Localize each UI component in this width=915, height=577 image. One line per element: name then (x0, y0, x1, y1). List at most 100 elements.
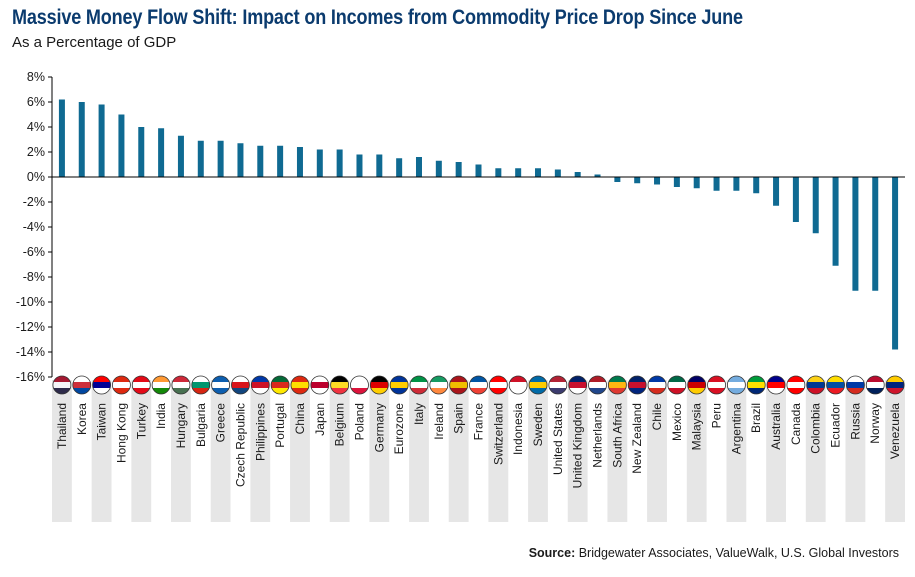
flag-icon (72, 375, 92, 395)
flag-icons (52, 375, 905, 395)
flag-stripe (886, 382, 905, 389)
flag-icon (231, 375, 250, 395)
flag-stripe (826, 376, 845, 383)
column-stripe (885, 380, 905, 522)
flag-icon (607, 375, 627, 395)
x-tick-label: Malaysia (690, 403, 704, 451)
flag-stripe (687, 376, 706, 383)
x-tick-label: Spain (452, 403, 466, 434)
source-label: Source: (528, 546, 576, 560)
bar (78, 102, 85, 177)
flag-stripe (588, 382, 607, 389)
flag-icon (191, 375, 211, 395)
flag-stripe (390, 382, 409, 389)
x-tick-label: Poland (352, 403, 366, 440)
y-tick-label: 6% (27, 95, 45, 109)
bar (356, 154, 363, 177)
flag-stripe (231, 388, 250, 394)
flag-stripe (648, 388, 667, 394)
source-text: Bridgewater Associates, ValueWalk, U.S. … (578, 546, 899, 560)
flag-stripe (390, 388, 409, 394)
x-tick-label: United Kingdom (571, 403, 585, 488)
flag-stripe (628, 376, 647, 383)
bar (138, 127, 145, 177)
bar (673, 177, 680, 187)
flag-stripe (310, 376, 329, 383)
column-stripe (448, 380, 469, 522)
bar (495, 168, 502, 177)
flag-stripe (290, 376, 309, 383)
flag-outline (270, 375, 290, 395)
flag-stripe (92, 388, 111, 394)
x-tick-label: Indonesia (511, 403, 525, 455)
flag-stripe (390, 376, 409, 383)
flag-stripe (171, 388, 190, 394)
flag-stripe (52, 388, 71, 394)
flag-icon (409, 375, 429, 395)
flag-icon (627, 375, 647, 395)
flag-stripe (191, 376, 210, 383)
flag-outline (627, 375, 647, 395)
flag-icon (786, 375, 806, 395)
flag-stripe (667, 376, 686, 383)
flag-outline (865, 375, 885, 395)
column-stripe (290, 380, 310, 522)
bar (733, 177, 740, 191)
flag-stripe (211, 382, 230, 389)
flag-icon (52, 375, 72, 395)
flag-icon (687, 375, 707, 395)
flag-icon (429, 375, 449, 395)
x-tick-label: Venezuela (888, 403, 902, 459)
flag-stripe (866, 388, 885, 394)
flag-stripe (52, 376, 71, 383)
bar (158, 128, 165, 177)
column-stripe (52, 380, 72, 522)
flag-stripe (310, 388, 329, 394)
y-tick-label: -4% (23, 220, 45, 234)
flag-icon (449, 375, 469, 395)
column-stripe (250, 380, 271, 522)
y-tick-label: -2% (23, 195, 45, 209)
flag-icon (369, 375, 389, 395)
bar (475, 164, 482, 177)
flag-stripe (330, 376, 349, 383)
bar (396, 158, 403, 177)
y-tick-label: 8% (27, 70, 45, 84)
flag-stripe (211, 388, 230, 394)
column-stripe (647, 380, 667, 522)
x-tick-label: Belgium (333, 403, 347, 446)
bar (614, 177, 621, 182)
source-note: Source: Bridgewater Associates, ValueWal… (529, 546, 899, 560)
flag-outline (766, 375, 786, 395)
x-tick-label: Eurozone (392, 403, 406, 455)
flag-outline (409, 375, 429, 395)
flag-stripe (429, 388, 448, 394)
flag-outline (310, 375, 330, 395)
flag-stripe (152, 388, 171, 394)
bar (753, 177, 760, 194)
flag-outline (52, 375, 72, 395)
bar (197, 140, 204, 177)
flag-stripe (469, 376, 488, 383)
x-tick-label: Sweden (531, 403, 545, 446)
flag-stripe (92, 382, 111, 389)
column-stripe (567, 380, 588, 522)
flag-stripe (687, 382, 706, 389)
x-tick-label: South Africa (610, 403, 624, 468)
x-tick-label: Greece (214, 403, 228, 443)
bar (654, 177, 661, 185)
column-stripe (210, 380, 231, 522)
flag-stripe (330, 382, 349, 389)
flag-icon (548, 375, 568, 395)
x-tick-label: Switzerland (491, 403, 505, 465)
flag-outline (191, 375, 211, 395)
flag-icon (211, 375, 231, 395)
flag-icon (826, 375, 845, 395)
flag-stripe (271, 388, 290, 394)
flag-stripe (529, 382, 548, 389)
x-tick-label: China (293, 403, 307, 435)
y-tick-label: 2% (27, 145, 45, 159)
flag-outline (369, 375, 389, 395)
flag-stripe (251, 382, 270, 389)
flag-outline (350, 375, 369, 395)
